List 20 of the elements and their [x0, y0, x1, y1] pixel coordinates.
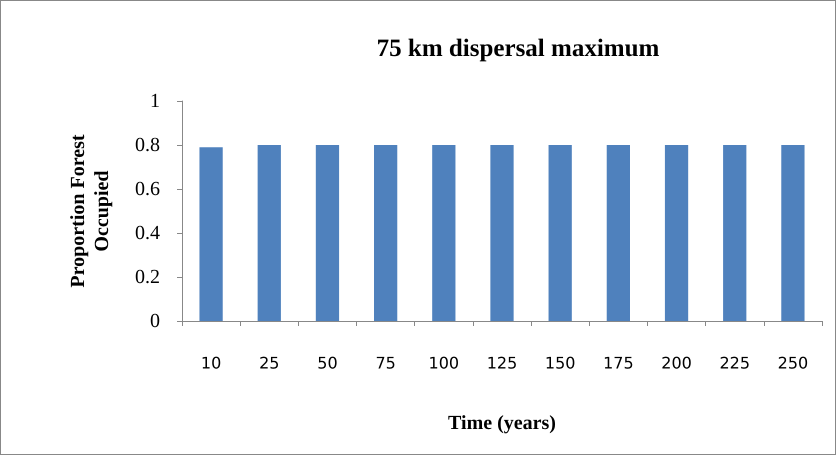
- x-tick-label: 125: [486, 354, 518, 372]
- y-tick-label: 0.4: [135, 222, 160, 244]
- x-axis-title: Time (years): [448, 412, 556, 434]
- x-tick-label: 25: [259, 354, 280, 372]
- x-tick-label: 75: [375, 354, 396, 372]
- y-tick-label: 1: [150, 90, 160, 112]
- y-tick-label: 0.8: [135, 134, 160, 156]
- x-tick-label: 100: [428, 354, 460, 372]
- x-tick-label: 50: [317, 354, 338, 372]
- x-tick-label: 225: [719, 354, 750, 372]
- x-tick-label: 200: [661, 354, 692, 372]
- y-tick-label: 0.2: [135, 266, 160, 288]
- x-tick-label: 10: [200, 354, 222, 372]
- y-axis-title: Proportion Forest Occupied: [67, 134, 113, 288]
- x-tick-label: 150: [544, 354, 576, 372]
- x-tick-label: 175: [603, 354, 634, 372]
- chart-title: 75 km dispersal maximum: [376, 35, 660, 62]
- y-tick-label: 0: [150, 310, 160, 332]
- y-tick-label: 0.6: [135, 178, 160, 200]
- x-tick-label: 250: [778, 354, 808, 372]
